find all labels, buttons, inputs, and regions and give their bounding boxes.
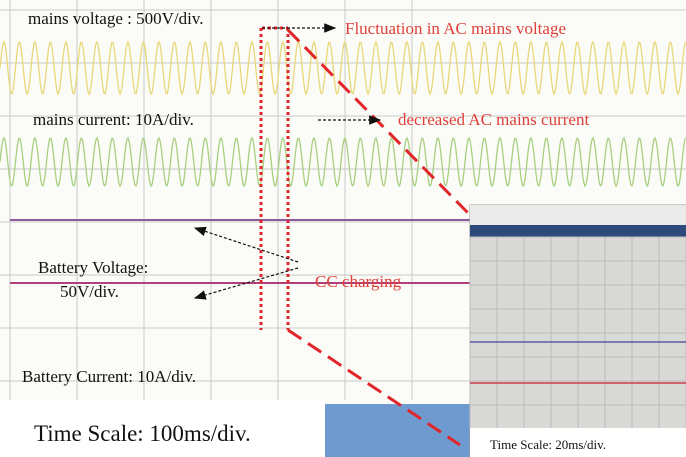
label: Battery Current: 10A/div.	[22, 367, 196, 386]
figure: mains voltage : 500V/div. Fluctuation in…	[0, 0, 686, 457]
label: 50V/div.	[60, 282, 119, 301]
inset-time-scale: Time Scale: 20ms/div.	[490, 437, 606, 452]
label: mains voltage : 500V/div.	[28, 9, 204, 28]
inset-scope	[470, 205, 686, 457]
label: Battery Voltage:	[38, 258, 148, 277]
blue-panel	[325, 404, 470, 457]
annotation: CC charging	[315, 272, 402, 291]
label: mains current: 10A/div.	[33, 110, 194, 129]
annotation: Fluctuation in AC mains voltage	[345, 19, 566, 38]
annotation: decreased AC mains current	[398, 110, 589, 129]
time-scale: Time Scale: 100ms/div.	[34, 421, 251, 446]
